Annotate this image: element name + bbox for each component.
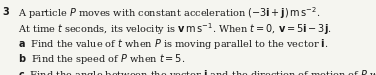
Text: $\mathbf{a}$  Find the value of $t$ when $P$ is moving parallel to the vector $\: $\mathbf{a}$ Find the value of $t$ when … [18,37,328,51]
Text: At time $t$ seconds, its velocity is $\mathbf{v}\,\mathrm{m\,s^{-1}}$. When $t =: At time $t$ seconds, its velocity is $\m… [18,21,332,37]
Text: $\mathbf{3}$: $\mathbf{3}$ [2,5,10,17]
Text: $\mathbf{b}$  Find the speed of $P$ when $t = 5$.: $\mathbf{b}$ Find the speed of $P$ when … [18,52,185,67]
Text: $\mathbf{c}$  Find the angle between the vector $\mathbf{i}$ and the direction o: $\mathbf{c}$ Find the angle between the … [18,68,376,75]
Text: A particle $P$ moves with constant acceleration $(-3\mathbf{i} + \mathbf{j})\,\m: A particle $P$ moves with constant accel… [18,5,320,21]
